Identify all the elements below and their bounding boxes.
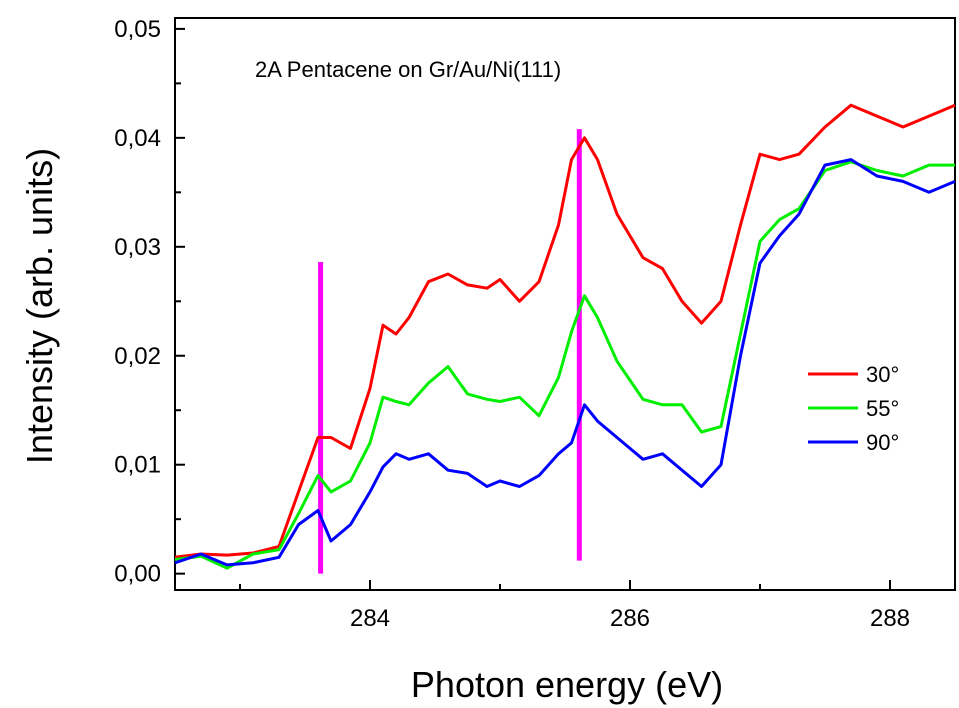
y-tick-label: 0,03 xyxy=(114,234,161,261)
tick-labels: 0,00 0,01 0,02 0,03 0,04 0,05 284 286 288 xyxy=(114,16,910,632)
x-tick-label: 286 xyxy=(610,605,650,632)
series-line xyxy=(174,103,956,559)
y-tick-label: 0,01 xyxy=(114,452,161,479)
y-axis-title: Intensity (arb. units) xyxy=(19,148,60,464)
series-line xyxy=(174,160,955,570)
series-line xyxy=(174,158,956,567)
marker-lines xyxy=(318,129,582,574)
chart-annotation: 2A Pentacene on Gr/Au/Ni(111) xyxy=(255,57,561,82)
legend-label: 30° xyxy=(866,362,899,387)
y-tick-label: 0,05 xyxy=(114,16,161,43)
plot-frame xyxy=(174,17,956,591)
series-lines xyxy=(174,103,956,570)
legend: 30° 55° 90° xyxy=(808,362,899,455)
y-tick-label: 0,04 xyxy=(114,125,161,152)
axes xyxy=(174,17,956,591)
legend-label: 90° xyxy=(866,430,899,455)
y-tick-label: 0,00 xyxy=(114,561,161,588)
x-axis-title: Photon energy (eV) xyxy=(411,664,723,705)
y-tick-label: 0,02 xyxy=(114,343,161,370)
x-tick-label: 288 xyxy=(870,605,910,632)
x-tick-label: 284 xyxy=(350,605,390,632)
legend-label: 55° xyxy=(866,396,899,421)
